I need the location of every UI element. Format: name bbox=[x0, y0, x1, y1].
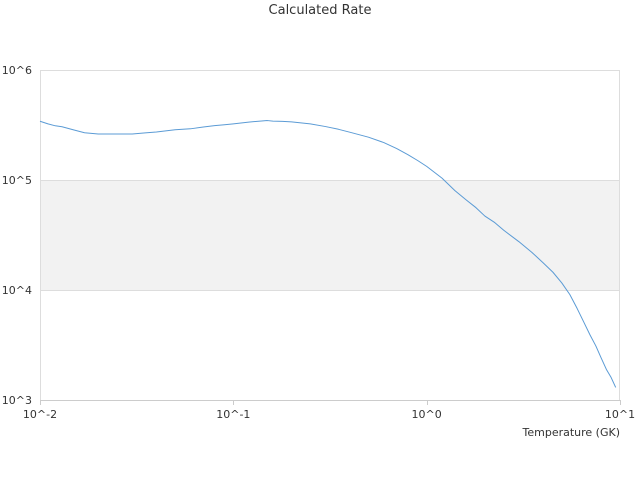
y-tick-label: 10^6 bbox=[2, 64, 32, 77]
series-line-0 bbox=[39, 120, 617, 388]
x-tick-label: 10^-2 bbox=[23, 408, 57, 421]
chart-title: Calculated Rate bbox=[268, 3, 372, 18]
y-tick-label: 10^4 bbox=[2, 284, 32, 297]
y-tick-label: 10^5 bbox=[2, 174, 32, 187]
y-tick-label: 10^3 bbox=[2, 394, 32, 407]
x-tick-label: 10^-1 bbox=[216, 408, 250, 421]
x-axis-title: Temperature (GK) bbox=[522, 426, 621, 439]
x-tick-label: 10^0 bbox=[412, 408, 442, 421]
grid-band bbox=[40, 180, 620, 290]
x-tick-label: 10^1 bbox=[605, 408, 635, 421]
